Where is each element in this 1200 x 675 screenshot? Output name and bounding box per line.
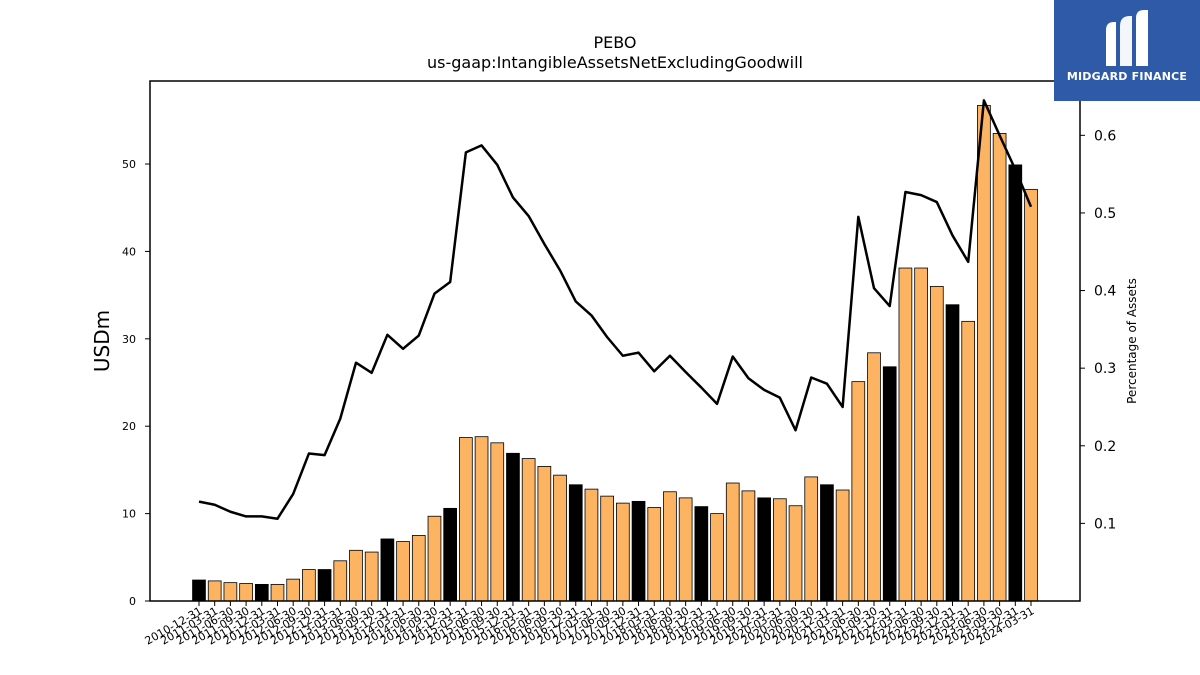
bar: [882, 366, 897, 602]
bar: [694, 506, 709, 602]
bar: [1024, 188, 1038, 602]
bar: [207, 580, 222, 602]
bar: [820, 484, 834, 602]
bar: [914, 267, 928, 602]
bar: [600, 495, 614, 602]
logo-text: MIDGARD FINANCE: [1066, 70, 1188, 83]
bar: [741, 490, 756, 602]
plot-frame: [149, 80, 1081, 602]
bar: [725, 482, 740, 602]
bar: [474, 436, 489, 602]
left-tick-label: 0: [129, 595, 136, 608]
bar: [364, 551, 379, 602]
bar: [553, 474, 567, 602]
chart-title: PEBO: [593, 33, 636, 52]
right-tick-label: 0.1: [1094, 516, 1116, 532]
bar: [851, 381, 866, 602]
bar: [757, 497, 771, 602]
bar: [961, 320, 976, 602]
bar: [254, 583, 269, 602]
bar: [835, 489, 850, 602]
left-tick-label: 50: [122, 158, 136, 171]
bar: [772, 498, 787, 602]
bar: [616, 502, 630, 602]
bar: [710, 513, 724, 602]
bar: [977, 105, 991, 602]
bar-series: [192, 105, 1038, 602]
bar: [537, 466, 552, 602]
bar: [647, 507, 662, 602]
logo: MIDGARD FINANCE: [1054, 0, 1200, 101]
right-axis-label: Percentage of Assets: [1125, 278, 1139, 404]
bar: [804, 476, 819, 602]
line-series: [198, 99, 1033, 520]
bar: [380, 538, 395, 602]
bar: [678, 497, 693, 602]
bar: [427, 515, 442, 602]
right-tick-label: 0.2: [1094, 439, 1116, 455]
bar: [333, 560, 348, 602]
right-tick-label: 0.4: [1094, 284, 1116, 300]
bar: [584, 488, 599, 602]
right-axis: 0.1 0.2 0.3 0.4 0.5 0.6: [1080, 128, 1116, 532]
bar: [506, 452, 520, 602]
bar: [396, 541, 410, 602]
bar: [411, 535, 426, 602]
right-tick-label: 0.6: [1094, 128, 1116, 144]
bar: [286, 578, 301, 602]
bar: [568, 484, 583, 602]
bar: [349, 549, 363, 602]
bar: [223, 582, 238, 602]
bar: [663, 491, 677, 602]
bar: [631, 500, 646, 602]
bar: [929, 285, 944, 602]
bar: [898, 267, 913, 602]
right-tick-label: 0.5: [1094, 206, 1116, 222]
left-tick-label: 10: [122, 508, 136, 521]
midgard-logo-icon: [1106, 10, 1148, 66]
right-tick-label: 0.3: [1094, 361, 1116, 377]
left-axis-label: USDm: [90, 310, 114, 372]
bar: [867, 352, 881, 602]
chart-subtitle: us-gaap:IntangibleAssetsNetExcludingGood…: [427, 53, 803, 72]
left-axis: 0 10 20 30 40 50: [122, 158, 150, 608]
bar: [443, 507, 458, 602]
bar: [270, 583, 285, 602]
bar: [788, 505, 803, 602]
bar: [239, 583, 253, 602]
bar: [992, 133, 1007, 602]
bar: [490, 442, 505, 602]
bar: [302, 569, 316, 602]
left-tick-label: 20: [122, 420, 136, 433]
bar: [521, 458, 536, 602]
bar: [459, 437, 473, 602]
bar: [1008, 164, 1023, 602]
left-tick-label: 30: [122, 333, 136, 346]
left-tick-label: 40: [122, 245, 136, 258]
bar: [945, 304, 960, 602]
bar: [192, 579, 206, 602]
percentage-line: [198, 99, 1033, 520]
x-axis: 2010-12-312011-03-312011-06-302011-09-30…: [143, 601, 1037, 648]
bar: [317, 569, 332, 602]
